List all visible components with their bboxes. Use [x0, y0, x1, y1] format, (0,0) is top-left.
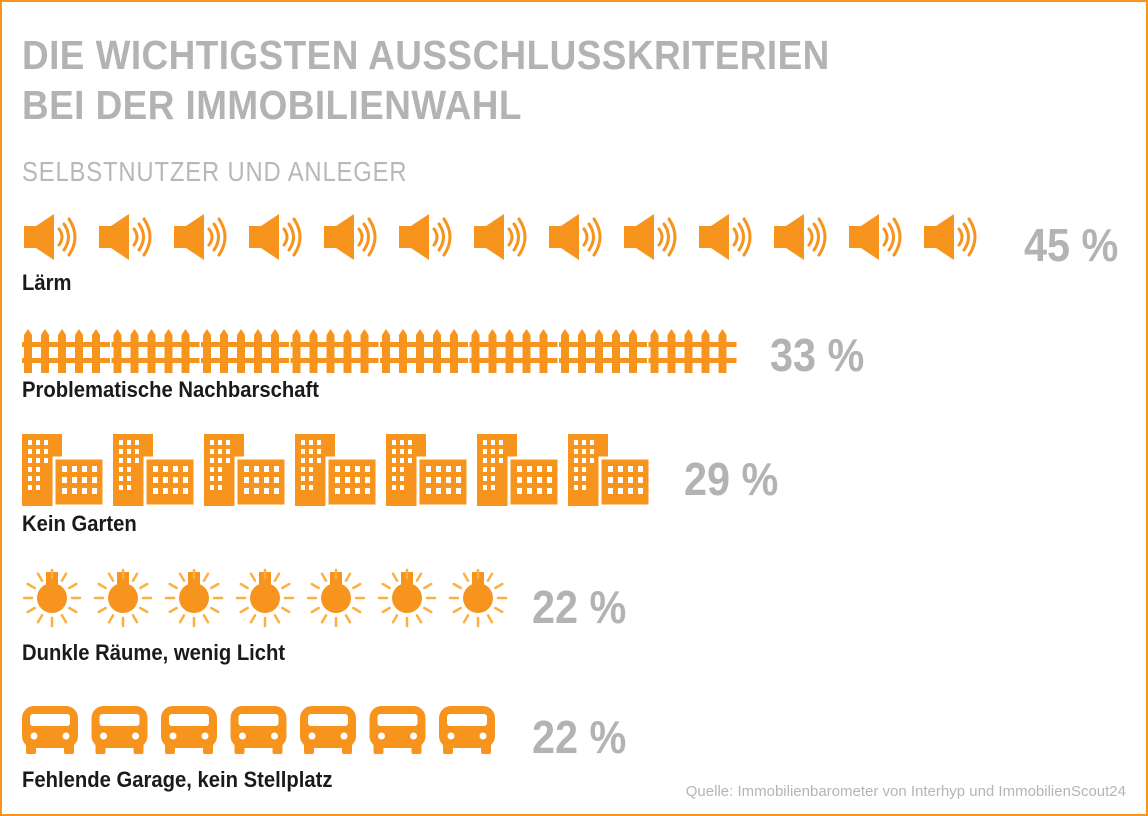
building-icon	[386, 434, 470, 508]
building-icon	[568, 434, 652, 508]
speaker-icon	[924, 214, 977, 260]
car-icon	[161, 706, 217, 754]
lightbulb-icon	[377, 568, 437, 628]
speaker-icon	[549, 214, 602, 260]
building-icon	[295, 434, 379, 508]
fence-icon	[111, 329, 200, 373]
fence-icon	[559, 329, 647, 373]
row-label-4: Fehlende Garage, kein Stellplatz	[22, 767, 333, 792]
lightbulb-icon	[235, 568, 295, 628]
row-label-1: Problematische Nachbarschaft	[22, 377, 319, 402]
fence-icon	[201, 329, 289, 373]
car-icon	[369, 706, 426, 754]
speaker-icon	[399, 214, 452, 260]
row-label-2: Kein Garten	[22, 511, 137, 536]
building-icon	[113, 434, 197, 508]
speaker-icon	[699, 214, 752, 260]
fence-icon	[469, 329, 558, 373]
speaker-icon	[774, 214, 827, 260]
row-label-0: Lärm	[22, 270, 72, 295]
speaker-icon	[624, 214, 677, 260]
building-icon	[204, 434, 288, 508]
lightbulb-icon	[93, 568, 153, 628]
car-icon	[22, 706, 78, 754]
fence-icon	[290, 329, 379, 373]
row-label-3: Dunkle Räume, wenig Licht	[22, 640, 286, 665]
building-icon	[477, 434, 561, 508]
chart-title-line1: DIE WICHTIGSTEN AUSSCHLUSSKRITERIEN	[22, 32, 830, 78]
speaker-icon	[849, 214, 902, 260]
chart-title-line2: BEI DER IMMOBILIENWAHL	[22, 82, 522, 128]
value-label-0: 45 %	[1024, 219, 1119, 271]
speaker-icon	[324, 214, 377, 260]
lightbulb-icon	[448, 568, 508, 628]
car-icon	[439, 706, 495, 754]
speaker-icon	[174, 214, 227, 260]
car-icon	[91, 706, 148, 754]
chart-title: DIE WICHTIGSTEN AUSSCHLUSSKRITERIEN BEI …	[22, 30, 922, 130]
speaker-icon	[249, 214, 302, 260]
building-icon	[22, 434, 106, 508]
value-label-2: 29 %	[684, 453, 779, 505]
value-label-1: 33 %	[770, 329, 865, 381]
fence-icon	[380, 329, 468, 373]
fence-icon	[648, 329, 737, 373]
source-note: Quelle: Immobilienbarometer von Interhyp…	[685, 783, 1126, 800]
car-icon	[300, 706, 356, 754]
lightbulb-icon	[164, 568, 224, 628]
fence-icon	[22, 329, 110, 373]
speaker-icon	[474, 214, 527, 260]
lightbulb-icon	[306, 568, 366, 628]
chart-subtitle: SELBSTNUTZER UND ANLEGER	[22, 156, 408, 187]
lightbulb-icon	[22, 568, 82, 628]
speaker-icon	[99, 214, 152, 260]
value-label-4: 22 %	[532, 711, 627, 763]
value-label-3: 22 %	[532, 581, 627, 633]
speaker-icon	[24, 214, 77, 260]
car-icon	[230, 706, 287, 754]
